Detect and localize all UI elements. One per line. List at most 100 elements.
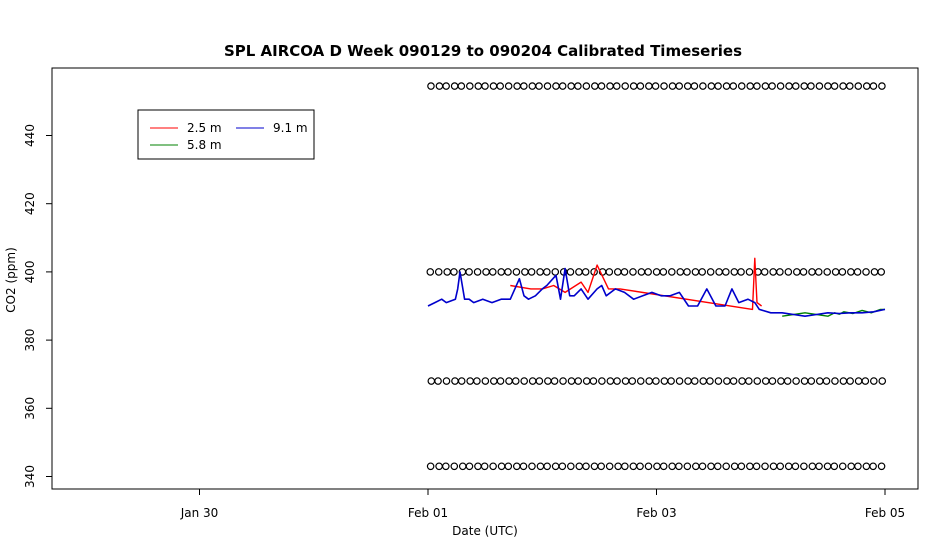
marker-point xyxy=(800,377,809,385)
marker-point xyxy=(551,268,560,276)
marker-point xyxy=(776,268,784,276)
marker-point xyxy=(543,82,552,90)
marker-point xyxy=(792,268,801,276)
marker-point xyxy=(426,268,435,276)
marker-point xyxy=(691,268,700,276)
marker-point xyxy=(769,268,777,276)
y-tick-label: 340 xyxy=(23,465,37,488)
marker-point xyxy=(660,377,669,385)
marker-point xyxy=(528,377,537,385)
marker-point xyxy=(620,268,629,276)
marker-point xyxy=(769,462,778,471)
x-tick-label: Jan 30 xyxy=(180,506,219,520)
marker-point xyxy=(729,82,738,90)
marker-point xyxy=(590,462,599,471)
marker-point xyxy=(723,377,731,385)
marker-point xyxy=(613,377,621,385)
marker-point xyxy=(474,462,482,471)
marker-point xyxy=(426,462,435,471)
marker-point xyxy=(707,82,716,90)
marker-point xyxy=(613,268,622,276)
marker-point xyxy=(434,377,442,385)
marker-point xyxy=(799,268,808,276)
marker-point xyxy=(450,268,458,276)
marker-point xyxy=(434,268,443,276)
marker-point xyxy=(722,268,730,276)
marker-point xyxy=(838,268,847,276)
legend: 2.5 m 5.8 m 9.1 m xyxy=(137,109,315,160)
marker-point xyxy=(847,268,855,276)
marker-point xyxy=(830,462,839,471)
marker-point xyxy=(597,82,606,90)
marker-point xyxy=(753,82,761,90)
marker-point xyxy=(683,268,691,276)
marker-point xyxy=(567,377,576,385)
marker-point xyxy=(636,377,645,385)
marker-point xyxy=(815,82,824,90)
marker-point xyxy=(558,462,567,471)
marker-point xyxy=(582,462,590,471)
marker-point xyxy=(458,462,467,471)
marker-point xyxy=(783,377,792,385)
marker-point xyxy=(489,82,498,90)
marker-point xyxy=(614,462,622,471)
marker-point xyxy=(791,462,800,471)
marker-point xyxy=(644,462,653,471)
marker-point xyxy=(519,462,528,471)
marker-point xyxy=(760,268,769,276)
marker-point xyxy=(652,377,660,385)
marker-point xyxy=(536,462,545,471)
marker-point xyxy=(776,82,785,90)
marker-point xyxy=(520,377,528,385)
marker-point xyxy=(870,268,879,276)
marker-point xyxy=(830,82,839,90)
y-tick-label: 420 xyxy=(23,192,37,215)
marker-point xyxy=(567,82,575,90)
marker-point xyxy=(729,377,738,385)
marker-point xyxy=(466,377,474,385)
marker-point xyxy=(482,268,490,276)
marker-point xyxy=(435,462,443,471)
marker-point xyxy=(869,82,878,90)
marker-point xyxy=(629,82,638,90)
legend-label-9-1m: 9.1 m xyxy=(273,121,308,135)
marker-point xyxy=(737,268,745,276)
marker-point xyxy=(450,462,459,471)
marker-point xyxy=(690,82,699,90)
marker-point xyxy=(815,462,823,471)
marker-point xyxy=(838,462,847,471)
marker-point xyxy=(878,82,886,90)
marker-point xyxy=(768,82,776,90)
marker-point xyxy=(513,82,521,90)
marker-point xyxy=(443,268,451,276)
marker-point xyxy=(752,462,761,471)
y-axis-label: CO2 (ppm) xyxy=(4,247,18,313)
marker-point xyxy=(668,82,677,90)
marker-point xyxy=(543,268,551,276)
marker-point xyxy=(862,462,871,471)
marker-point xyxy=(862,268,870,276)
marker-point xyxy=(823,268,831,276)
marker-point xyxy=(814,268,823,276)
marker-point xyxy=(659,268,668,276)
marker-point xyxy=(715,268,723,276)
marker-point xyxy=(667,377,675,385)
marker-point xyxy=(745,377,753,385)
marker-point xyxy=(706,268,715,276)
marker-point xyxy=(629,268,637,276)
marker-point xyxy=(714,377,723,385)
marker-point xyxy=(473,377,481,385)
marker-point xyxy=(489,462,497,471)
marker-point xyxy=(791,82,800,90)
marker-point xyxy=(645,82,653,90)
marker-point xyxy=(706,377,714,385)
marker-point xyxy=(504,268,512,276)
marker-point xyxy=(800,82,809,90)
marker-point xyxy=(536,268,544,276)
plot-frame xyxy=(51,67,919,490)
marker-point xyxy=(846,377,854,385)
marker-point xyxy=(800,462,808,471)
marker-point xyxy=(753,377,762,385)
marker-point xyxy=(675,462,683,471)
marker-point xyxy=(544,377,552,385)
